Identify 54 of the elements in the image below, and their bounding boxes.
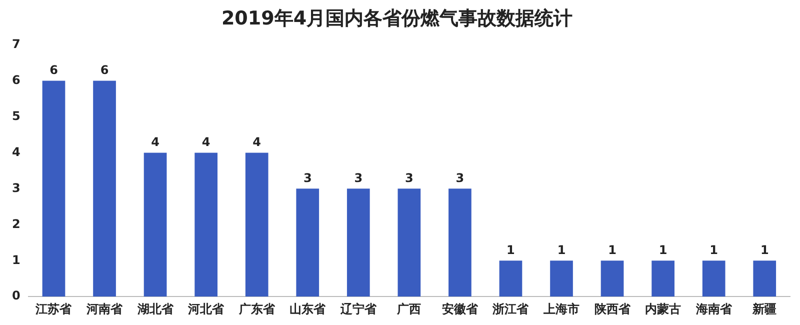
bar xyxy=(499,260,522,297)
x-tick-label: 海南省 xyxy=(694,302,733,316)
bar xyxy=(296,188,320,297)
x-tick-label: 辽宁省 xyxy=(339,302,378,316)
y-tick-label: 4 xyxy=(12,144,20,159)
y-tick-label: 3 xyxy=(12,180,20,195)
y-tick-label: 1 xyxy=(12,252,20,267)
y-tick-label: 2 xyxy=(12,216,20,231)
bar xyxy=(753,260,776,297)
data-label: 1 xyxy=(710,242,718,257)
data-label: 1 xyxy=(557,242,566,257)
bar xyxy=(550,260,573,297)
x-tick-label: 江苏省 xyxy=(34,302,73,316)
y-tick-label: 6 xyxy=(12,72,20,87)
x-tick-label: 广西 xyxy=(396,302,422,316)
x-tick-label: 新疆 xyxy=(752,302,777,316)
data-label: 3 xyxy=(303,170,312,185)
chart-title: 2019年4月国内各省份燃气事故数据统计 xyxy=(221,7,573,30)
data-label: 4 xyxy=(151,134,160,149)
data-label: 1 xyxy=(658,242,668,257)
bar xyxy=(702,260,726,297)
x-tick-label: 河北省 xyxy=(187,302,226,316)
y-tick-label: 7 xyxy=(12,36,20,51)
x-tick-label: 内蒙古 xyxy=(645,302,682,316)
data-label: 3 xyxy=(404,170,414,185)
x-tick-label: 上海市 xyxy=(542,302,580,316)
data-label: 1 xyxy=(760,242,769,257)
x-tick-label: 浙江省 xyxy=(492,302,530,316)
bar xyxy=(448,188,472,297)
bar xyxy=(600,260,624,297)
bar xyxy=(346,188,370,297)
data-label: 1 xyxy=(506,242,515,257)
bar xyxy=(194,152,218,297)
x-tick-label: 陕西省 xyxy=(594,302,632,316)
data-label: 4 xyxy=(252,134,262,149)
x-tick-label: 安徽省 xyxy=(442,302,479,316)
data-label: 1 xyxy=(608,242,616,257)
bar xyxy=(144,152,167,297)
data-label: 6 xyxy=(100,62,109,77)
y-tick-label: 0 xyxy=(12,288,20,303)
x-tick-label: 广东省 xyxy=(238,302,276,316)
bar xyxy=(245,152,268,297)
data-label: 3 xyxy=(354,170,363,185)
y-tick-label: 5 xyxy=(12,108,20,123)
x-tick-label: 河南省 xyxy=(86,302,124,316)
bar xyxy=(398,188,421,297)
bar xyxy=(42,80,66,297)
x-tick-label: 湖北省 xyxy=(136,302,174,316)
data-label: 3 xyxy=(456,170,464,185)
bar xyxy=(93,80,116,297)
bar xyxy=(652,260,674,297)
x-tick-label: 山东省 xyxy=(290,302,327,316)
data-label: 4 xyxy=(202,134,210,149)
data-label: 6 xyxy=(50,62,58,77)
